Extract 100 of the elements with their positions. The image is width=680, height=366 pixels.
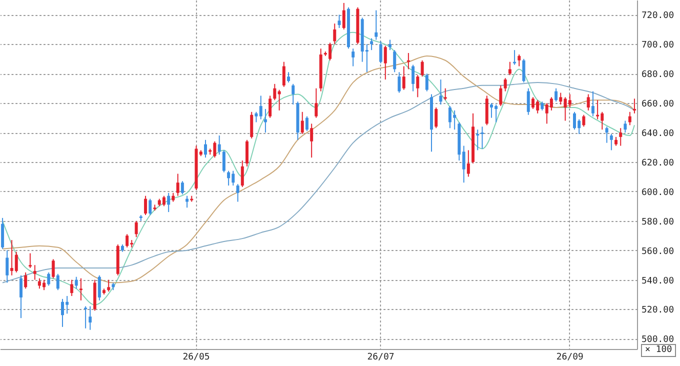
y-tick-label: 560.00 bbox=[642, 246, 674, 257]
y-tick-label: 580.00 bbox=[642, 217, 674, 228]
candlestick bbox=[586, 94, 590, 111]
candlestick bbox=[98, 274, 101, 301]
candlestick bbox=[28, 252, 32, 269]
candlestick bbox=[393, 50, 396, 73]
candlestick bbox=[379, 40, 382, 64]
candlestick bbox=[162, 195, 166, 207]
y-tick-label: 620.00 bbox=[642, 158, 674, 168]
candlestick bbox=[33, 264, 36, 280]
candlestick bbox=[526, 88, 530, 116]
candlestick bbox=[246, 139, 249, 167]
candlestick bbox=[310, 123, 314, 158]
candlestick bbox=[107, 279, 110, 292]
candlestick bbox=[444, 88, 447, 101]
candlestick bbox=[282, 61, 286, 88]
candlestick bbox=[222, 150, 226, 173]
candlestick bbox=[305, 116, 308, 132]
x-tick-label: 26/05 bbox=[182, 352, 210, 362]
candlestick bbox=[554, 88, 558, 102]
y-tick-label: 700.00 bbox=[642, 40, 674, 51]
candlestick bbox=[476, 129, 480, 151]
x-tick-label: 26/09 bbox=[556, 352, 584, 362]
candlestick bbox=[596, 100, 600, 120]
candlestick bbox=[508, 61, 512, 76]
candlestick bbox=[333, 23, 336, 45]
candlestick bbox=[14, 251, 18, 273]
candlestick bbox=[47, 272, 50, 286]
candlestick bbox=[619, 128, 622, 146]
candlestick bbox=[287, 72, 290, 83]
candlestick bbox=[1, 217, 4, 250]
candlestick bbox=[250, 111, 254, 139]
y-tick-label: 540.00 bbox=[642, 276, 674, 286]
candlestick bbox=[406, 52, 410, 70]
candlestick bbox=[398, 72, 401, 94]
candlestick bbox=[632, 98, 636, 114]
candlestick bbox=[6, 250, 9, 284]
y-tick-label: 600.00 bbox=[642, 188, 674, 198]
candlestick bbox=[240, 160, 244, 188]
candlestick bbox=[56, 273, 60, 291]
candlestick bbox=[499, 84, 502, 107]
candlestick bbox=[582, 114, 586, 128]
candlestick bbox=[176, 173, 180, 196]
candlestick bbox=[254, 111, 258, 123]
candlestick bbox=[300, 111, 304, 135]
candlestick bbox=[204, 139, 207, 158]
y-tick-label: 640.00 bbox=[642, 129, 674, 140]
candlestick bbox=[52, 258, 55, 279]
candlestick bbox=[134, 220, 138, 238]
candlestick bbox=[610, 134, 613, 151]
y-tick-label: 680.00 bbox=[642, 70, 674, 80]
candlestick bbox=[314, 88, 318, 118]
candlestick bbox=[268, 95, 272, 118]
text: × 100 bbox=[641, 344, 676, 357]
candlestick bbox=[70, 279, 74, 296]
candlestick bbox=[425, 73, 428, 92]
candlestick bbox=[19, 274, 22, 319]
candlestick bbox=[624, 120, 627, 134]
candlestick bbox=[388, 39, 392, 51]
candlestick bbox=[384, 45, 387, 80]
y-tick-label: 500.00 bbox=[642, 335, 674, 346]
y-tick-label: 520.00 bbox=[642, 306, 674, 316]
candlestick bbox=[591, 90, 594, 117]
candlestick bbox=[79, 278, 82, 301]
candlestick bbox=[628, 111, 632, 126]
candlestick bbox=[605, 126, 608, 144]
candlestick bbox=[370, 38, 374, 51]
candlestick bbox=[522, 58, 526, 83]
candlestick bbox=[416, 74, 420, 98]
candlestick bbox=[74, 276, 78, 290]
candlestick bbox=[504, 78, 507, 92]
candlestick bbox=[568, 94, 572, 108]
x-tick-label: 26/07 bbox=[367, 352, 394, 362]
candlestick bbox=[402, 66, 406, 90]
candlestick bbox=[273, 83, 276, 101]
candlestick bbox=[24, 272, 28, 290]
candlestick bbox=[466, 150, 470, 178]
candlestick bbox=[462, 145, 466, 184]
candlestick bbox=[374, 10, 378, 40]
line-series bbox=[2, 32, 635, 306]
candlestick bbox=[126, 234, 129, 248]
candlestick bbox=[144, 195, 148, 216]
candlestick bbox=[342, 2, 346, 30]
candlestick bbox=[550, 96, 553, 111]
candlestick bbox=[236, 184, 240, 202]
candlestick bbox=[513, 50, 516, 66]
candlestick bbox=[434, 107, 438, 129]
candlestick bbox=[439, 79, 442, 106]
candlestick bbox=[480, 126, 484, 150]
y-tick-label: 660.00 bbox=[642, 100, 674, 110]
candlestick bbox=[338, 14, 341, 28]
candlestick bbox=[180, 180, 184, 195]
candlestick bbox=[518, 54, 521, 67]
candlestick bbox=[412, 64, 415, 92]
candlestick bbox=[259, 95, 262, 120]
candlestick bbox=[292, 83, 295, 106]
candlestick bbox=[167, 192, 170, 213]
y-tick-label: 720.00 bbox=[642, 11, 674, 22]
candlestick bbox=[148, 198, 152, 216]
candlestick bbox=[227, 170, 230, 186]
